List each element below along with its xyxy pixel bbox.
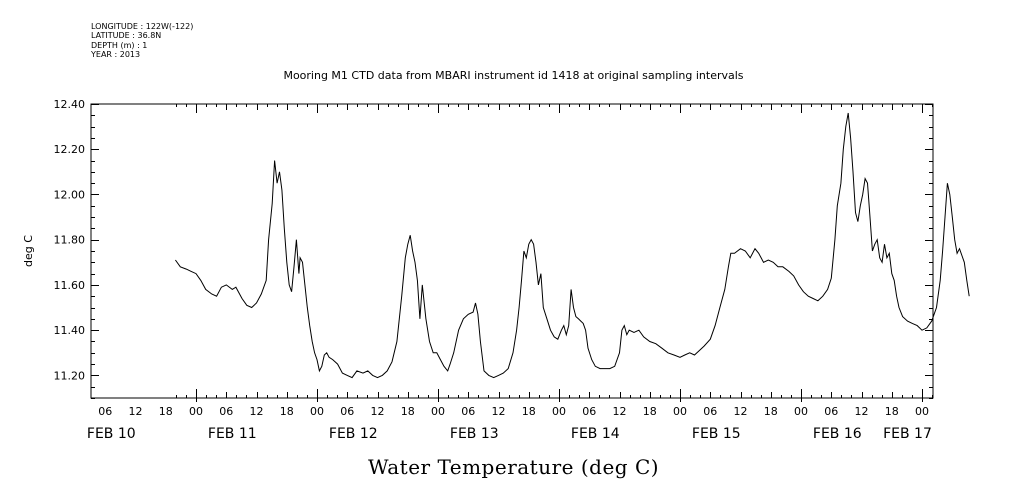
x-hour-label: 18 — [159, 405, 173, 418]
y-tick-label: 11.40 — [54, 324, 86, 337]
x-hour-label: 00 — [189, 405, 203, 418]
x-day-label: FEB 15 — [692, 426, 741, 442]
x-day-label: FEB 16 — [813, 426, 862, 442]
x-hour-label: 06 — [582, 405, 596, 418]
x-hour-label: 00 — [552, 405, 566, 418]
x-day-label: FEB 11 — [208, 426, 257, 442]
x-hour-label: 12 — [129, 405, 143, 418]
x-hour-label: 12 — [371, 405, 385, 418]
x-hour-label: 12 — [855, 405, 869, 418]
x-hour-label: 00 — [915, 405, 929, 418]
x-hour-label: 06 — [219, 405, 233, 418]
x-hour-label: 06 — [340, 405, 354, 418]
longitude-label: LONGITUDE : 122W(-122) — [91, 22, 194, 31]
x-hour-label: 06 — [98, 405, 112, 418]
x-hour-label: 12 — [492, 405, 506, 418]
plot-frame — [90, 103, 934, 399]
y-tick-label: 12.40 — [54, 98, 86, 111]
x-hour-label: 00 — [310, 405, 324, 418]
y-tick-label: 12.00 — [54, 188, 86, 201]
depth-label: DEPTH (m) : 1 — [91, 40, 148, 50]
x-hour-label: 18 — [885, 405, 899, 418]
x-hour-label: 06 — [824, 405, 838, 418]
x-day-label: FEB 14 — [571, 426, 620, 442]
x-hour-label: 18 — [401, 405, 415, 418]
year-label: YEAR : 2013 — [91, 50, 141, 60]
y-tick-label: 11.60 — [54, 279, 86, 292]
x-hour-label: 06 — [703, 405, 717, 418]
chart-title: Mooring M1 CTD data from MBARI instrumen… — [283, 69, 744, 82]
x-hour-label: 18 — [280, 405, 294, 418]
series-line — [174, 112, 970, 379]
metadata-block: LONGITUDE : 122W(-122) LATITUDE : 36.8N … — [91, 22, 193, 60]
x-hour-label: 18 — [764, 405, 778, 418]
y-tick-label: 12.20 — [54, 143, 86, 156]
x-day-label: FEB 10 — [87, 426, 136, 442]
x-hour-label: 18 — [643, 405, 657, 418]
x-hour-label: 12 — [734, 405, 748, 418]
x-day-label: FEB 17 — [883, 426, 932, 442]
x-hour-label: 00 — [431, 405, 445, 418]
y-tick-label: 11.80 — [54, 234, 86, 247]
bottom-title: Water Temperature (deg C) — [367, 455, 660, 479]
x-hour-label: 18 — [522, 405, 536, 418]
x-hour-label: 12 — [613, 405, 627, 418]
x-hour-label: 06 — [461, 405, 475, 418]
x-day-label: FEB 13 — [450, 426, 499, 442]
y-tick-label: 11.20 — [54, 369, 86, 382]
x-hour-label: 12 — [250, 405, 264, 418]
x-hour-label: 00 — [673, 405, 687, 418]
latitude-label: LATITUDE : 36.8N — [91, 31, 162, 41]
x-day-label: FEB 12 — [329, 426, 378, 442]
y-axis-label: deg C — [22, 235, 35, 267]
x-hour-label: 00 — [794, 405, 808, 418]
